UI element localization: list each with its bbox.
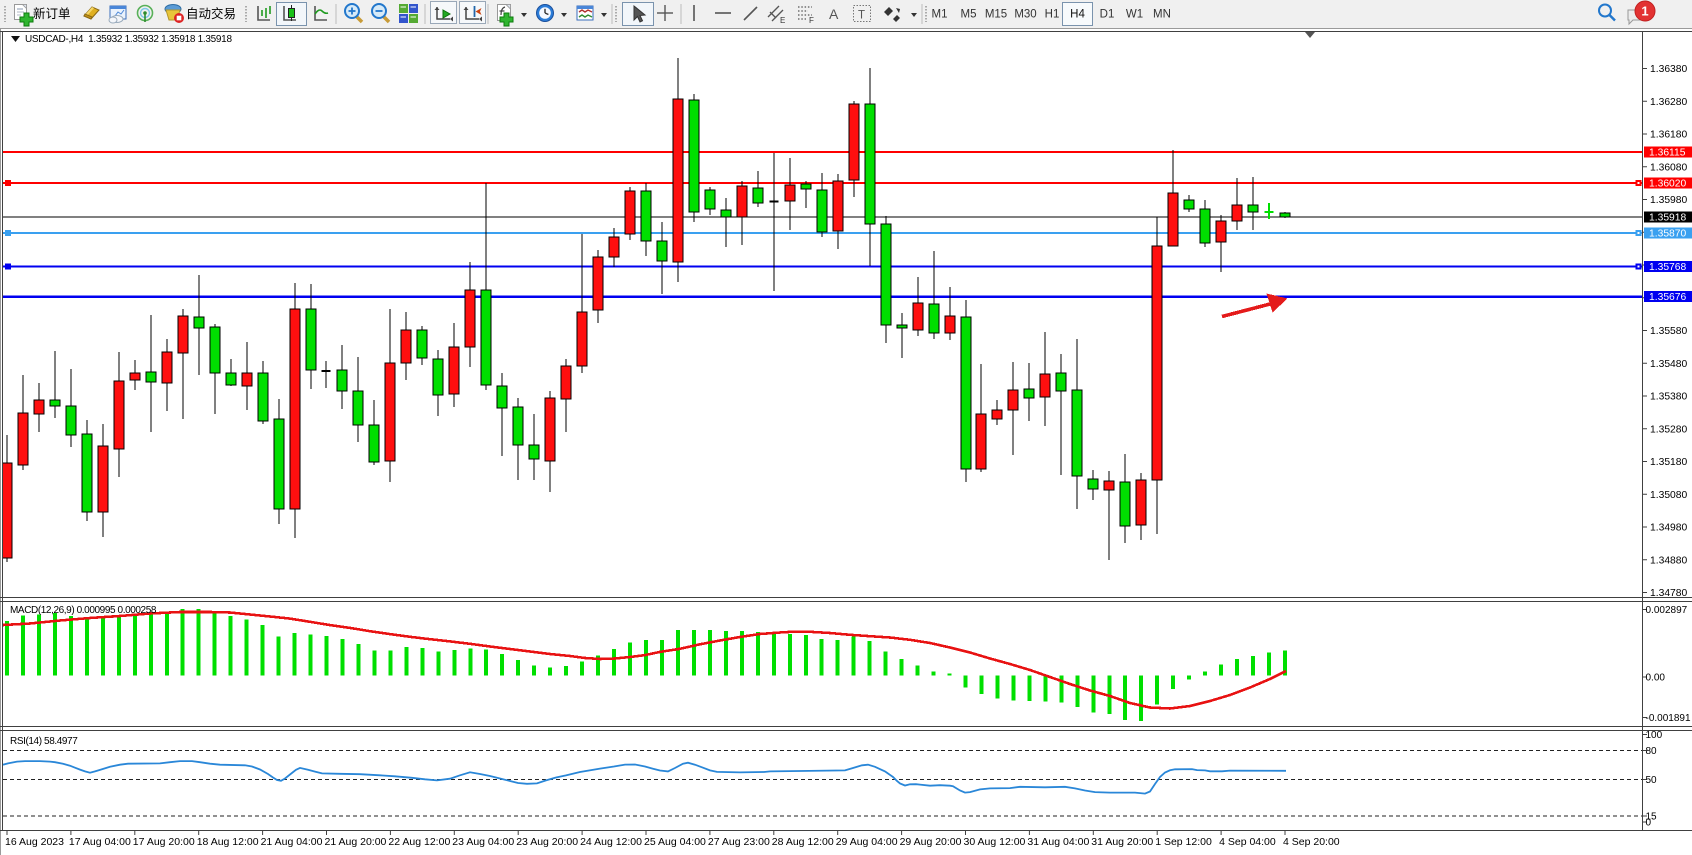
svg-text:1.36180: 1.36180 [1650, 130, 1687, 141]
svg-text:T: T [858, 10, 865, 22]
svg-text:1.34980: 1.34980 [1650, 523, 1687, 534]
svg-text:H4: H4 [1070, 9, 1085, 21]
svg-text:16 Aug 2023: 16 Aug 2023 [5, 836, 64, 848]
svg-text:25 Aug 04:00: 25 Aug 04:00 [644, 836, 706, 848]
svg-text:0.00: 0.00 [1646, 673, 1666, 684]
svg-text:15: 15 [1646, 812, 1658, 823]
svg-text:1.35480: 1.35480 [1650, 359, 1687, 370]
svg-text:18 Aug 12:00: 18 Aug 12:00 [197, 836, 259, 848]
svg-text:17 Aug 04:00: 17 Aug 04:00 [69, 836, 131, 848]
svg-text:1.35080: 1.35080 [1650, 490, 1687, 501]
svg-text:M15: M15 [985, 9, 1007, 21]
svg-text:21 Aug 04:00: 21 Aug 04:00 [261, 836, 323, 848]
svg-text:28 Aug 12:00: 28 Aug 12:00 [772, 836, 834, 848]
svg-text:29 Aug 04:00: 29 Aug 04:00 [836, 836, 898, 848]
svg-text:1.34880: 1.34880 [1650, 555, 1687, 566]
svg-text:24 Aug 12:00: 24 Aug 12:00 [580, 836, 642, 848]
svg-text:50: 50 [1646, 775, 1658, 786]
svg-text:1.35676: 1.35676 [1649, 292, 1686, 303]
svg-text:1.35768: 1.35768 [1649, 262, 1686, 273]
svg-text:31 Aug 20:00: 31 Aug 20:00 [1091, 836, 1153, 848]
svg-text:23 Aug 20:00: 23 Aug 20:00 [516, 836, 578, 848]
svg-text:1.35980: 1.35980 [1650, 195, 1687, 206]
svg-text:MN: MN [1153, 9, 1171, 21]
svg-text:E: E [780, 16, 785, 25]
svg-text:80: 80 [1646, 746, 1658, 757]
svg-text:F: F [809, 16, 814, 25]
svg-text:1.36115: 1.36115 [1649, 148, 1686, 159]
svg-text:M5: M5 [961, 9, 977, 21]
svg-text:1.35380: 1.35380 [1650, 392, 1687, 403]
svg-text:1.35180: 1.35180 [1650, 457, 1687, 468]
svg-text:0.002897: 0.002897 [1646, 605, 1688, 616]
svg-text:M1: M1 [932, 9, 948, 21]
svg-text:4 Sep 04:00: 4 Sep 04:00 [1219, 836, 1276, 848]
svg-text:1.36380: 1.36380 [1650, 64, 1687, 75]
svg-text:MACD(12,26,9) 0.000995 0.00025: MACD(12,26,9) 0.000995 0.000258 [10, 605, 157, 616]
svg-text:27 Aug 23:00: 27 Aug 23:00 [708, 836, 770, 848]
svg-text:23 Aug 04:00: 23 Aug 04:00 [452, 836, 514, 848]
svg-text:31 Aug 04:00: 31 Aug 04:00 [1027, 836, 1089, 848]
svg-text:新订单: 新订单 [33, 6, 71, 21]
svg-text:1.34780: 1.34780 [1650, 588, 1687, 599]
svg-text:22 Aug 12:00: 22 Aug 12:00 [388, 836, 450, 848]
svg-text:1.35280: 1.35280 [1650, 424, 1687, 435]
svg-text:1.36020: 1.36020 [1649, 179, 1686, 190]
svg-text:M30: M30 [1014, 9, 1036, 21]
svg-text:USDCAD-,H4 1.35932 1.35932 1.: USDCAD-,H4 1.35932 1.35932 1.35918 1.359… [25, 34, 232, 45]
svg-text:29 Aug 20:00: 29 Aug 20:00 [900, 836, 962, 848]
svg-text:H1: H1 [1045, 9, 1060, 21]
svg-text:W1: W1 [1126, 9, 1143, 21]
svg-text:1.36080: 1.36080 [1650, 162, 1687, 173]
svg-text:1.35580: 1.35580 [1650, 326, 1687, 337]
svg-text:1.35918: 1.35918 [1649, 213, 1686, 224]
svg-text:1: 1 [1641, 4, 1648, 19]
svg-text:A: A [829, 6, 839, 22]
svg-text:100: 100 [1646, 730, 1663, 741]
svg-text:21 Aug 20:00: 21 Aug 20:00 [325, 836, 387, 848]
svg-text:-0.001891: -0.001891 [1646, 713, 1691, 724]
svg-text:30 Aug 12:00: 30 Aug 12:00 [964, 836, 1026, 848]
svg-text:0: 0 [1646, 818, 1652, 829]
svg-text:17 Aug 20:00: 17 Aug 20:00 [133, 836, 195, 848]
svg-text:1.36280: 1.36280 [1650, 97, 1687, 108]
svg-text:1 Sep 12:00: 1 Sep 12:00 [1155, 836, 1212, 848]
svg-text:D1: D1 [1100, 9, 1115, 21]
svg-text:RSI(14) 58.4977: RSI(14) 58.4977 [10, 736, 78, 747]
svg-text:4 Sep 20:00: 4 Sep 20:00 [1283, 836, 1340, 848]
svg-text:自动交易: 自动交易 [186, 6, 236, 21]
svg-text:1.35870: 1.35870 [1649, 229, 1686, 240]
